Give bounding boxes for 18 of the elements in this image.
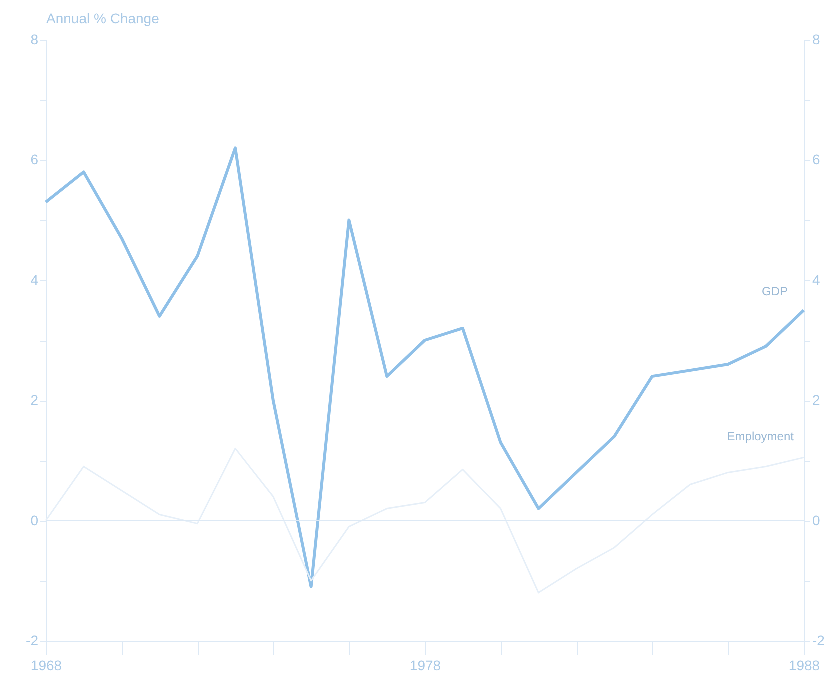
x-tick-label: 1978 [410, 658, 442, 674]
y-tick-label: 4 [30, 272, 39, 288]
series-label: GDP [762, 284, 788, 298]
x-tick-label: 1968 [30, 658, 62, 674]
x-tick-label: 1988 [788, 658, 820, 674]
y-axis-title: Annual % Change [46, 10, 160, 26]
y-tick-label: 8 [30, 32, 39, 48]
y-tick-label: 2 [30, 392, 39, 408]
y2-tick-label: -2 [812, 632, 826, 648]
y2-tick-label: 6 [812, 152, 820, 168]
series-label: Employment [727, 430, 795, 444]
y-tick-label: 0 [30, 512, 39, 528]
y2-tick-label: 4 [812, 272, 820, 288]
y2-tick-label: 8 [812, 32, 820, 48]
y2-tick-label: 0 [812, 512, 820, 528]
y-tick-label: 6 [30, 152, 39, 168]
y-tick-label: -2 [26, 632, 39, 648]
y2-tick-label: 2 [812, 392, 820, 408]
